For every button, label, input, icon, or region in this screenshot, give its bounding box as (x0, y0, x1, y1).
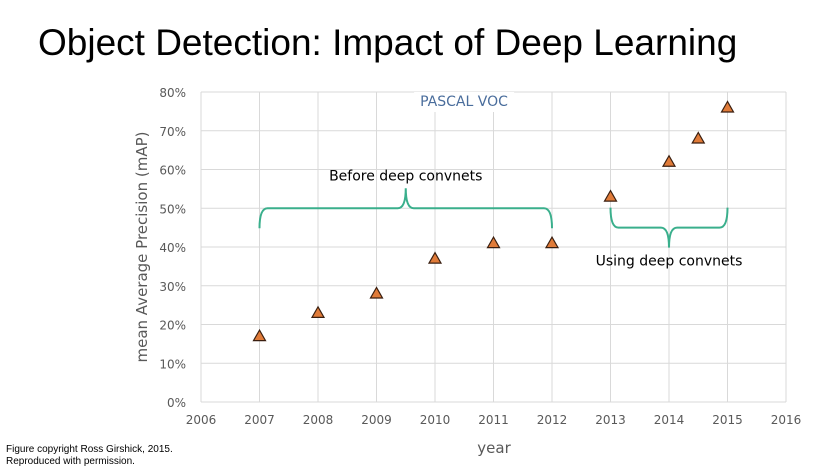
data-point (691, 131, 706, 144)
y-tick-label: 80% (159, 86, 186, 100)
y-tick-label: 10% (159, 357, 186, 371)
chart-title: PASCAL VOC (420, 94, 508, 110)
credit-line-2: Reproduced with permission. (6, 456, 135, 467)
data-point (427, 251, 443, 264)
chart-title-background (414, 92, 515, 112)
y-tick-label: 50% (159, 202, 186, 216)
annotation-label: Using deep convnets (596, 254, 743, 270)
x-tick-label: 2007 (244, 413, 275, 427)
data-point (720, 100, 735, 113)
x-tick-label: 2011 (478, 413, 509, 427)
y-tick-label: 20% (159, 319, 186, 333)
x-tick-label: 2006 (186, 413, 217, 427)
x-tick-label: 2009 (361, 413, 392, 427)
x-tick-label: 2016 (771, 413, 802, 427)
x-tick-label: 2013 (595, 413, 626, 427)
annotation-label: Before deep convnets (329, 168, 482, 184)
x-tick-label: 2012 (537, 413, 568, 427)
y-tick-label: 0% (167, 396, 186, 410)
x-tick-label: 2008 (303, 413, 334, 427)
annotation-bracket (609, 207, 729, 248)
credit-line-1: Figure copyright Ross Girshick, 2015. (6, 444, 173, 455)
y-axis-label: mean Average Precision (mAP) (133, 132, 151, 363)
annotation-brackets: Before deep convnets Using deep convnets (258, 168, 743, 270)
figure-credit: Figure copyright Ross Girshick, 2015. Re… (6, 444, 173, 468)
y-tick-label: 60% (159, 164, 186, 178)
y-tick-label: 30% (159, 280, 186, 294)
data-point (486, 235, 501, 249)
axis-ticks: 2006 2007 2008 2009 2010 2011 2012 2013 2014 2015… (159, 86, 801, 427)
data-point (369, 286, 384, 299)
data-points (252, 100, 735, 342)
data-point (310, 305, 326, 318)
y-tick-label: 40% (159, 241, 186, 255)
data-point (544, 235, 560, 249)
slide-title: Object Detection: Impact of Deep Learnin… (38, 22, 738, 63)
x-tick-label: 2014 (654, 413, 685, 427)
data-point (603, 189, 618, 202)
grid-lines (200, 91, 787, 403)
data-point (252, 328, 267, 342)
data-point (661, 154, 677, 167)
x-tick-label: 2010 (420, 413, 451, 427)
annotation-bracket (258, 188, 553, 229)
y-tick-label: 70% (159, 125, 186, 139)
x-axis-label: year (477, 439, 511, 457)
x-tick-label: 2015 (712, 413, 743, 427)
